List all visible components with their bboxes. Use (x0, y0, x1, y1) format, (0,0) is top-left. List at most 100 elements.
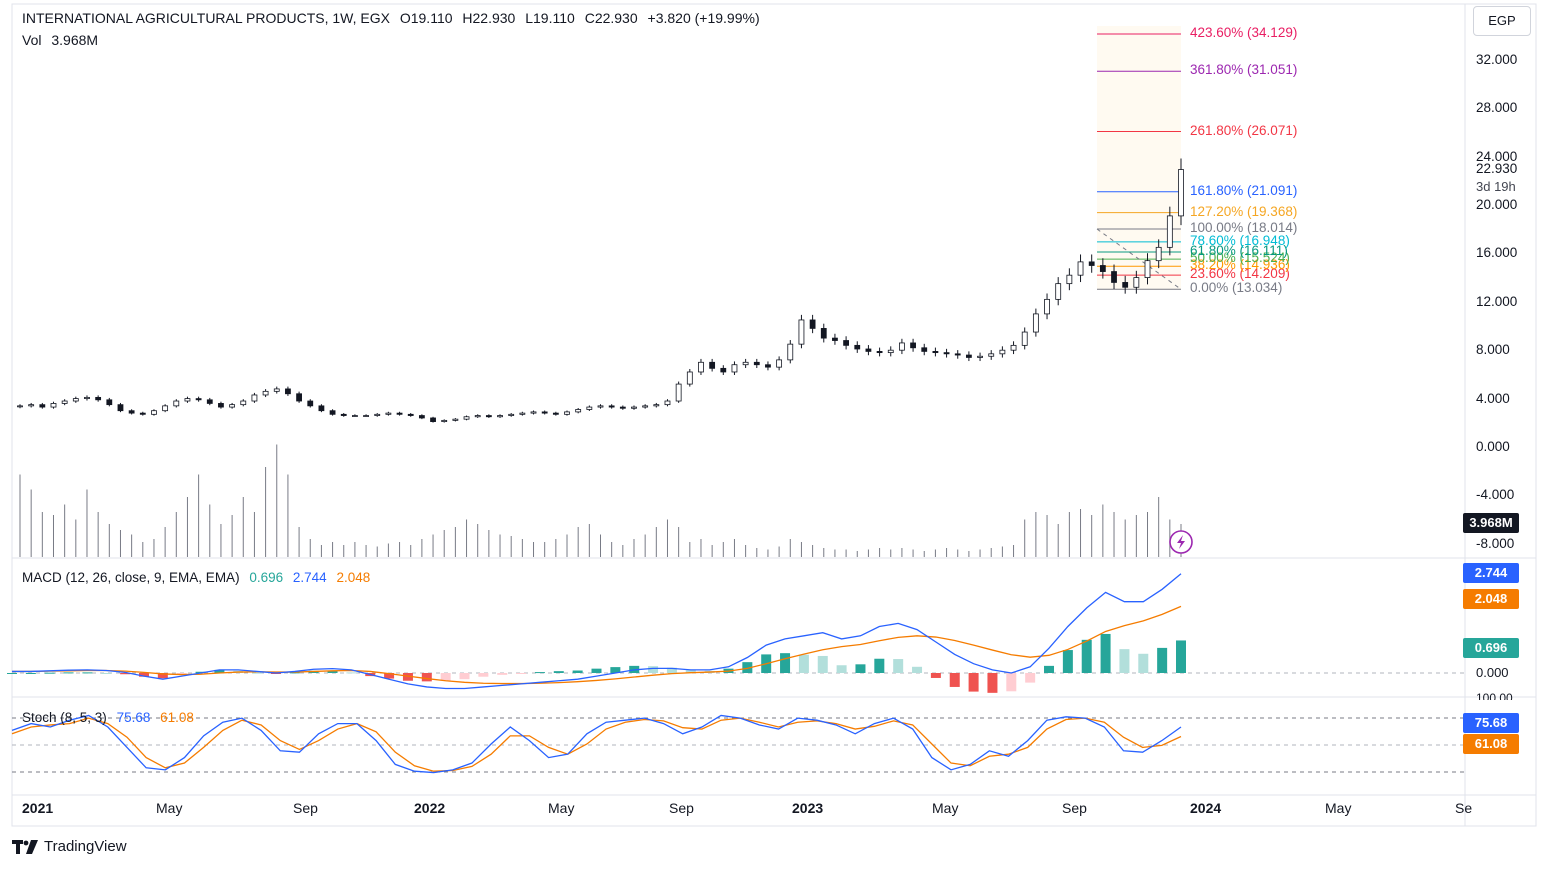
candle-body[interactable] (977, 355, 983, 358)
candle-body[interactable] (820, 328, 827, 339)
candle-body[interactable] (619, 406, 626, 409)
candle-body[interactable] (765, 364, 771, 368)
candle-body[interactable] (28, 404, 35, 407)
price-candles[interactable] (17, 158, 1184, 423)
candle-body[interactable] (50, 403, 57, 408)
candle-body[interactable] (753, 361, 760, 366)
candle-body[interactable] (675, 383, 682, 402)
candle-body[interactable] (318, 405, 325, 412)
macd-legend[interactable]: MACD (12, 26, close, 9, EMA, EMA) 0.696 … (22, 570, 376, 585)
candle-body[interactable] (642, 405, 649, 408)
candle-body[interactable] (39, 404, 46, 408)
candle-body[interactable] (1010, 344, 1017, 351)
candle-body[interactable] (61, 400, 68, 404)
candle-body[interactable] (1088, 261, 1095, 266)
candle-body[interactable] (519, 412, 526, 415)
candle-body[interactable] (474, 415, 481, 418)
candle-body[interactable] (508, 413, 515, 416)
candle-body[interactable] (887, 349, 894, 354)
candle-body[interactable] (184, 398, 191, 402)
candle-body[interactable] (943, 352, 950, 355)
candle-body[interactable] (530, 411, 537, 414)
candle-body[interactable] (843, 340, 849, 346)
candle-body[interactable] (832, 337, 838, 341)
candle-body[interactable] (195, 398, 202, 401)
candle-body[interactable] (1133, 277, 1140, 288)
candle-body[interactable] (1066, 274, 1073, 285)
candle-body[interactable] (541, 411, 548, 414)
dividend-marker[interactable] (1169, 530, 1193, 554)
candle-body[interactable] (240, 400, 247, 406)
candle-body[interactable] (988, 353, 995, 357)
candle-body[interactable] (631, 406, 637, 409)
candle-body[interactable] (273, 388, 280, 392)
candle-body[interactable] (552, 412, 559, 415)
candle-body[interactable] (117, 404, 124, 412)
candle-body[interactable] (173, 400, 180, 407)
candle-body[interactable] (720, 367, 727, 373)
candle-body[interactable] (162, 405, 169, 412)
candle-body[interactable] (151, 410, 157, 415)
candle-body[interactable] (285, 388, 291, 395)
candle-body[interactable] (206, 399, 213, 404)
candle-body[interactable] (1166, 215, 1173, 248)
candle-body[interactable] (307, 400, 314, 407)
candle-body[interactable] (1122, 282, 1129, 288)
candle-body[interactable] (497, 415, 503, 418)
stoch-legend[interactable]: Stoch (8, 5, 3) 75.68 61.08 (22, 710, 200, 725)
candle-body[interactable] (262, 390, 269, 396)
candle-body[interactable] (1021, 331, 1028, 346)
candle-body[interactable] (608, 405, 615, 408)
candle-body[interactable] (876, 351, 883, 354)
candle-body[interactable] (430, 417, 436, 422)
candle-body[interactable] (999, 349, 1006, 355)
candle-body[interactable] (1178, 169, 1184, 217)
candle-body[interactable] (854, 344, 861, 350)
candle-body[interactable] (698, 361, 704, 373)
candle-body[interactable] (452, 418, 459, 421)
candle-body[interactable] (921, 347, 928, 352)
candle-body[interactable] (106, 399, 113, 406)
candle-body[interactable] (218, 403, 224, 408)
currency-button[interactable]: EGP (1473, 6, 1531, 36)
candle-body[interactable] (385, 412, 392, 415)
candle-body[interactable] (128, 410, 135, 414)
candle-body[interactable] (731, 364, 738, 373)
candle-body[interactable] (139, 412, 146, 415)
candle-body[interactable] (776, 359, 783, 368)
candle-body[interactable] (374, 413, 381, 416)
candle-body[interactable] (1155, 246, 1162, 262)
candle-body[interactable] (1111, 271, 1117, 283)
candle-body[interactable] (709, 361, 716, 369)
candle-body[interactable] (586, 406, 593, 410)
candle-body[interactable] (17, 405, 23, 408)
candle-body[interactable] (340, 413, 347, 416)
candle-body[interactable] (653, 404, 660, 407)
candle-body[interactable] (932, 351, 939, 354)
candle-body[interactable] (251, 394, 258, 402)
candle-body[interactable] (84, 396, 90, 400)
candle-body[interactable] (787, 343, 794, 361)
candle-body[interactable] (564, 411, 570, 415)
candle-body[interactable] (809, 319, 816, 329)
candle-body[interactable] (798, 319, 805, 345)
candle-body[interactable] (899, 342, 905, 351)
candle-body[interactable] (1144, 260, 1151, 279)
candle-body[interactable] (910, 342, 916, 349)
candle-body[interactable] (352, 415, 358, 417)
candle-body[interactable] (597, 405, 604, 408)
candle-body[interactable] (296, 393, 302, 402)
candle-body[interactable] (686, 371, 693, 385)
symbol-title[interactable]: INTERNATIONAL AGRICULTURAL PRODUCTS, 1W,… (22, 10, 390, 26)
candle-body[interactable] (954, 353, 961, 356)
candle-body[interactable] (664, 400, 671, 406)
tradingview-logo[interactable]: TradingView (12, 838, 127, 855)
candle-body[interactable] (1077, 261, 1084, 276)
candle-body[interactable] (418, 415, 425, 419)
candle-body[interactable] (396, 412, 403, 415)
candle-body[interactable] (95, 396, 102, 401)
candle-body[interactable] (463, 416, 470, 420)
candle-body[interactable] (965, 354, 972, 358)
candle-body[interactable] (1099, 265, 1106, 272)
